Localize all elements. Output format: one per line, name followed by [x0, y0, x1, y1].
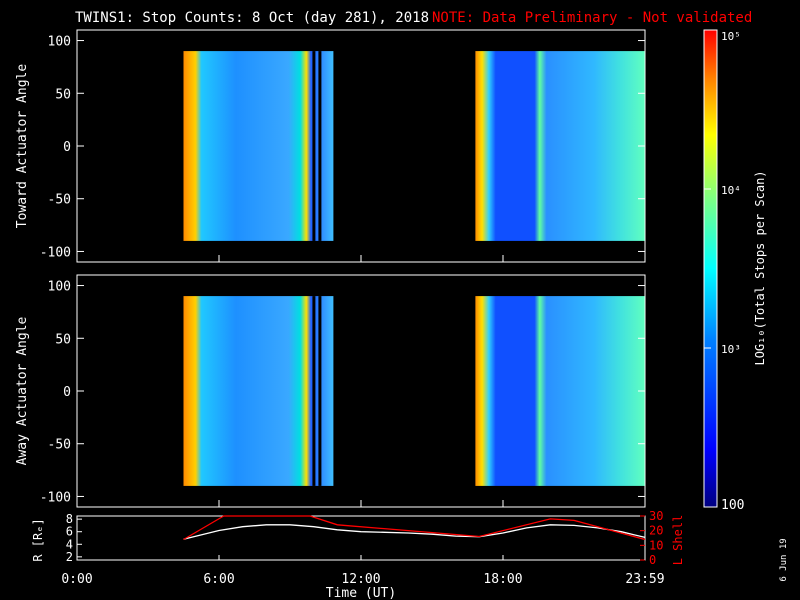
chart-title: TWINS1: Stop Counts: 8 Oct (day 281), 20… [75, 10, 429, 26]
colorbar-tick-label: 10⁴ [721, 184, 741, 197]
colorbar-tick-label: 10⁵ [721, 30, 741, 43]
away-y-label: Away Actuator Angle [15, 316, 30, 465]
y-tick-label: 100 [48, 35, 71, 50]
colorbar-tick-label: 100 [721, 498, 744, 513]
lshell-tick-label: 0 [649, 553, 656, 567]
y-tick-label: -50 [48, 193, 71, 208]
away-heatmap [183, 296, 645, 486]
time-axis-label: Time (UT) [326, 586, 396, 600]
time-tick-label: 12:00 [341, 572, 380, 587]
toward-y-label: Toward Actuator Angle [15, 64, 30, 229]
colorbar-label: LOG₁₀(Total Stops per Scan) [753, 170, 767, 365]
data-gap [318, 51, 322, 241]
time-tick-label: 18:00 [483, 572, 522, 587]
y-tick-label: -100 [40, 490, 71, 505]
data-gap [318, 296, 322, 486]
time-tick-label: 23:59 [625, 572, 664, 587]
y-tick-label: 0 [63, 140, 71, 155]
data-gap [312, 51, 316, 241]
y-tick-label: 100 [48, 280, 71, 295]
colorbar-gradient [703, 29, 718, 508]
y-tick-label: 0 [63, 385, 71, 400]
heatmap-block [475, 296, 645, 486]
heatmap-block [183, 296, 334, 486]
colorbar-ticks: 100 10³ 10⁴ 10⁵ [704, 29, 744, 513]
colorbar-tick-label: 10³ [721, 343, 741, 356]
r-tick-label: 2 [66, 550, 73, 564]
colorbar: 100 10³ 10⁴ 10⁵ LOG₁₀(Total Stops per Scan) [703, 29, 767, 513]
y-tick-label: -100 [40, 245, 71, 260]
lshell-tick-label: 10 [649, 538, 663, 552]
r-tick-label: 8 [66, 512, 73, 526]
lshell-line [183, 515, 646, 541]
r-distance-line [183, 524, 646, 540]
y-tick-label: 50 [55, 87, 71, 102]
away-panel: 100 50 0 -50 -100 Away Actuator Angle [15, 274, 646, 508]
r-tick-label: 4 [66, 537, 73, 551]
heatmap-block [475, 51, 645, 241]
lshell-axis-label: L Shell [671, 515, 685, 566]
data-gap [312, 296, 316, 486]
y-tick-label: -50 [48, 438, 71, 453]
time-x-ticks: 0:00 6:00 12:00 18:00 23:59 [61, 555, 665, 587]
time-tick-label: 6:00 [203, 572, 234, 587]
toward-heatmap [183, 51, 645, 241]
toward-panel: 100 50 0 -50 -100 Toward Actuator Angle [15, 29, 646, 263]
r-tick-label: 6 [66, 525, 73, 539]
lshell-tick-label: 30 [649, 509, 663, 523]
time-tick-label: 0:00 [61, 572, 92, 587]
generation-date: 6 Jun 19 [779, 538, 789, 581]
r-axis-label: R [Rₑ] [31, 518, 45, 561]
orbit-panel-frame [76, 515, 646, 561]
preliminary-note: NOTE: Data Preliminary - Not validated [432, 10, 752, 26]
toward-y-ticks: 100 50 0 -50 -100 [40, 35, 646, 262]
lshell-tick-label: 20 [649, 524, 663, 538]
heatmap-block [183, 51, 334, 241]
y-tick-label: 50 [55, 332, 71, 347]
away-y-ticks: 100 50 0 -50 -100 [40, 280, 646, 507]
orbit-series [183, 515, 646, 541]
